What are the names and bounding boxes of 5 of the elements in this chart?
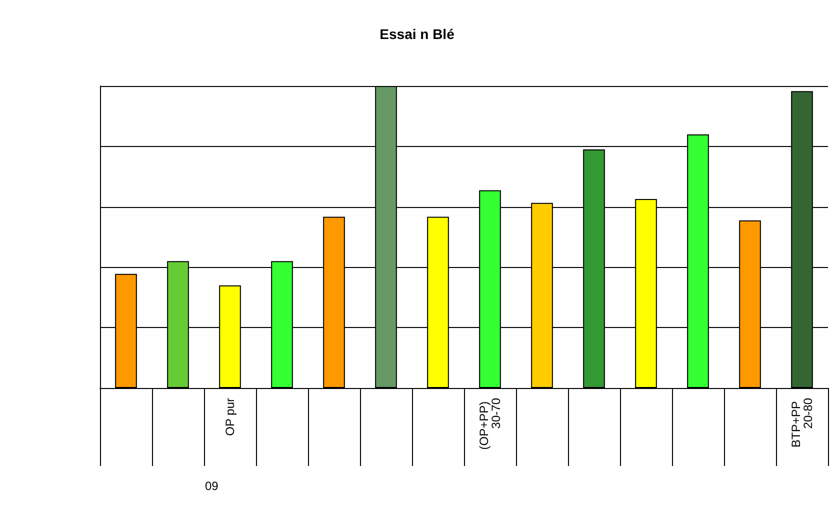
x-tick-label: (OP+PP) 30-70 xyxy=(477,398,503,450)
text: 09 xyxy=(205,479,219,493)
x-tick-label: BTP+PP 20-80 xyxy=(789,398,815,448)
chart-title: Essai n Blé xyxy=(380,26,455,42)
x-tick-label: OP pur xyxy=(223,398,237,436)
